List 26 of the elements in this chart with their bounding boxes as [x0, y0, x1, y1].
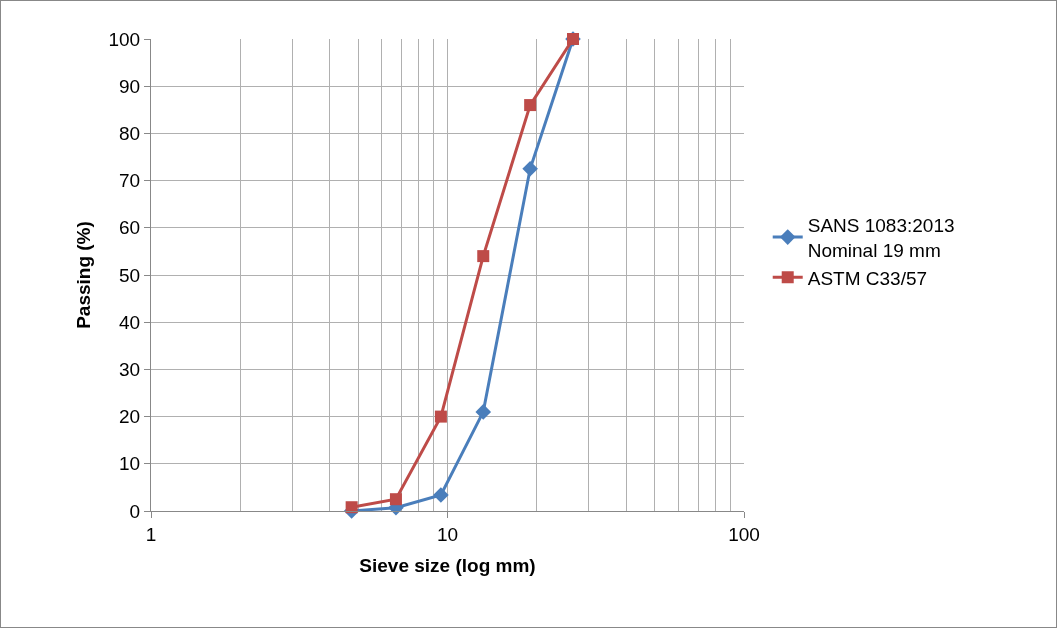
- x-tick-label: 100: [728, 523, 760, 545]
- point: [522, 161, 538, 177]
- y-tick-label: 70: [119, 170, 141, 192]
- x-tick-label: 10: [436, 523, 459, 545]
- x-axis-title: Sieve size (log mm): [359, 554, 536, 576]
- y-tick-label: 20: [119, 406, 141, 428]
- legend-label: SANS 1083:2013 Nominal 19 mm: [807, 215, 955, 261]
- y-tick-label: 10: [119, 453, 141, 475]
- point: [475, 404, 492, 420]
- y-axis-title: Passing (%): [73, 221, 95, 329]
- y-tick-label: 80: [119, 123, 141, 145]
- point: [524, 99, 537, 112]
- y-tick-label: 0: [129, 500, 141, 522]
- y-tick-label: 100: [108, 28, 141, 50]
- point: [345, 501, 358, 514]
- point: [433, 487, 449, 503]
- x-tick-label: 1: [145, 523, 157, 545]
- y-tick-label: 50: [119, 264, 141, 286]
- y-tick-label: 60: [119, 217, 141, 239]
- point: [434, 410, 447, 423]
- y-tick-label: 40: [119, 311, 141, 333]
- legend-label: ASTM C33/57: [807, 267, 928, 289]
- point: [477, 250, 490, 263]
- point: [389, 493, 402, 506]
- y-tick-label: 30: [119, 359, 141, 381]
- y-tick-label: 90: [119, 75, 141, 97]
